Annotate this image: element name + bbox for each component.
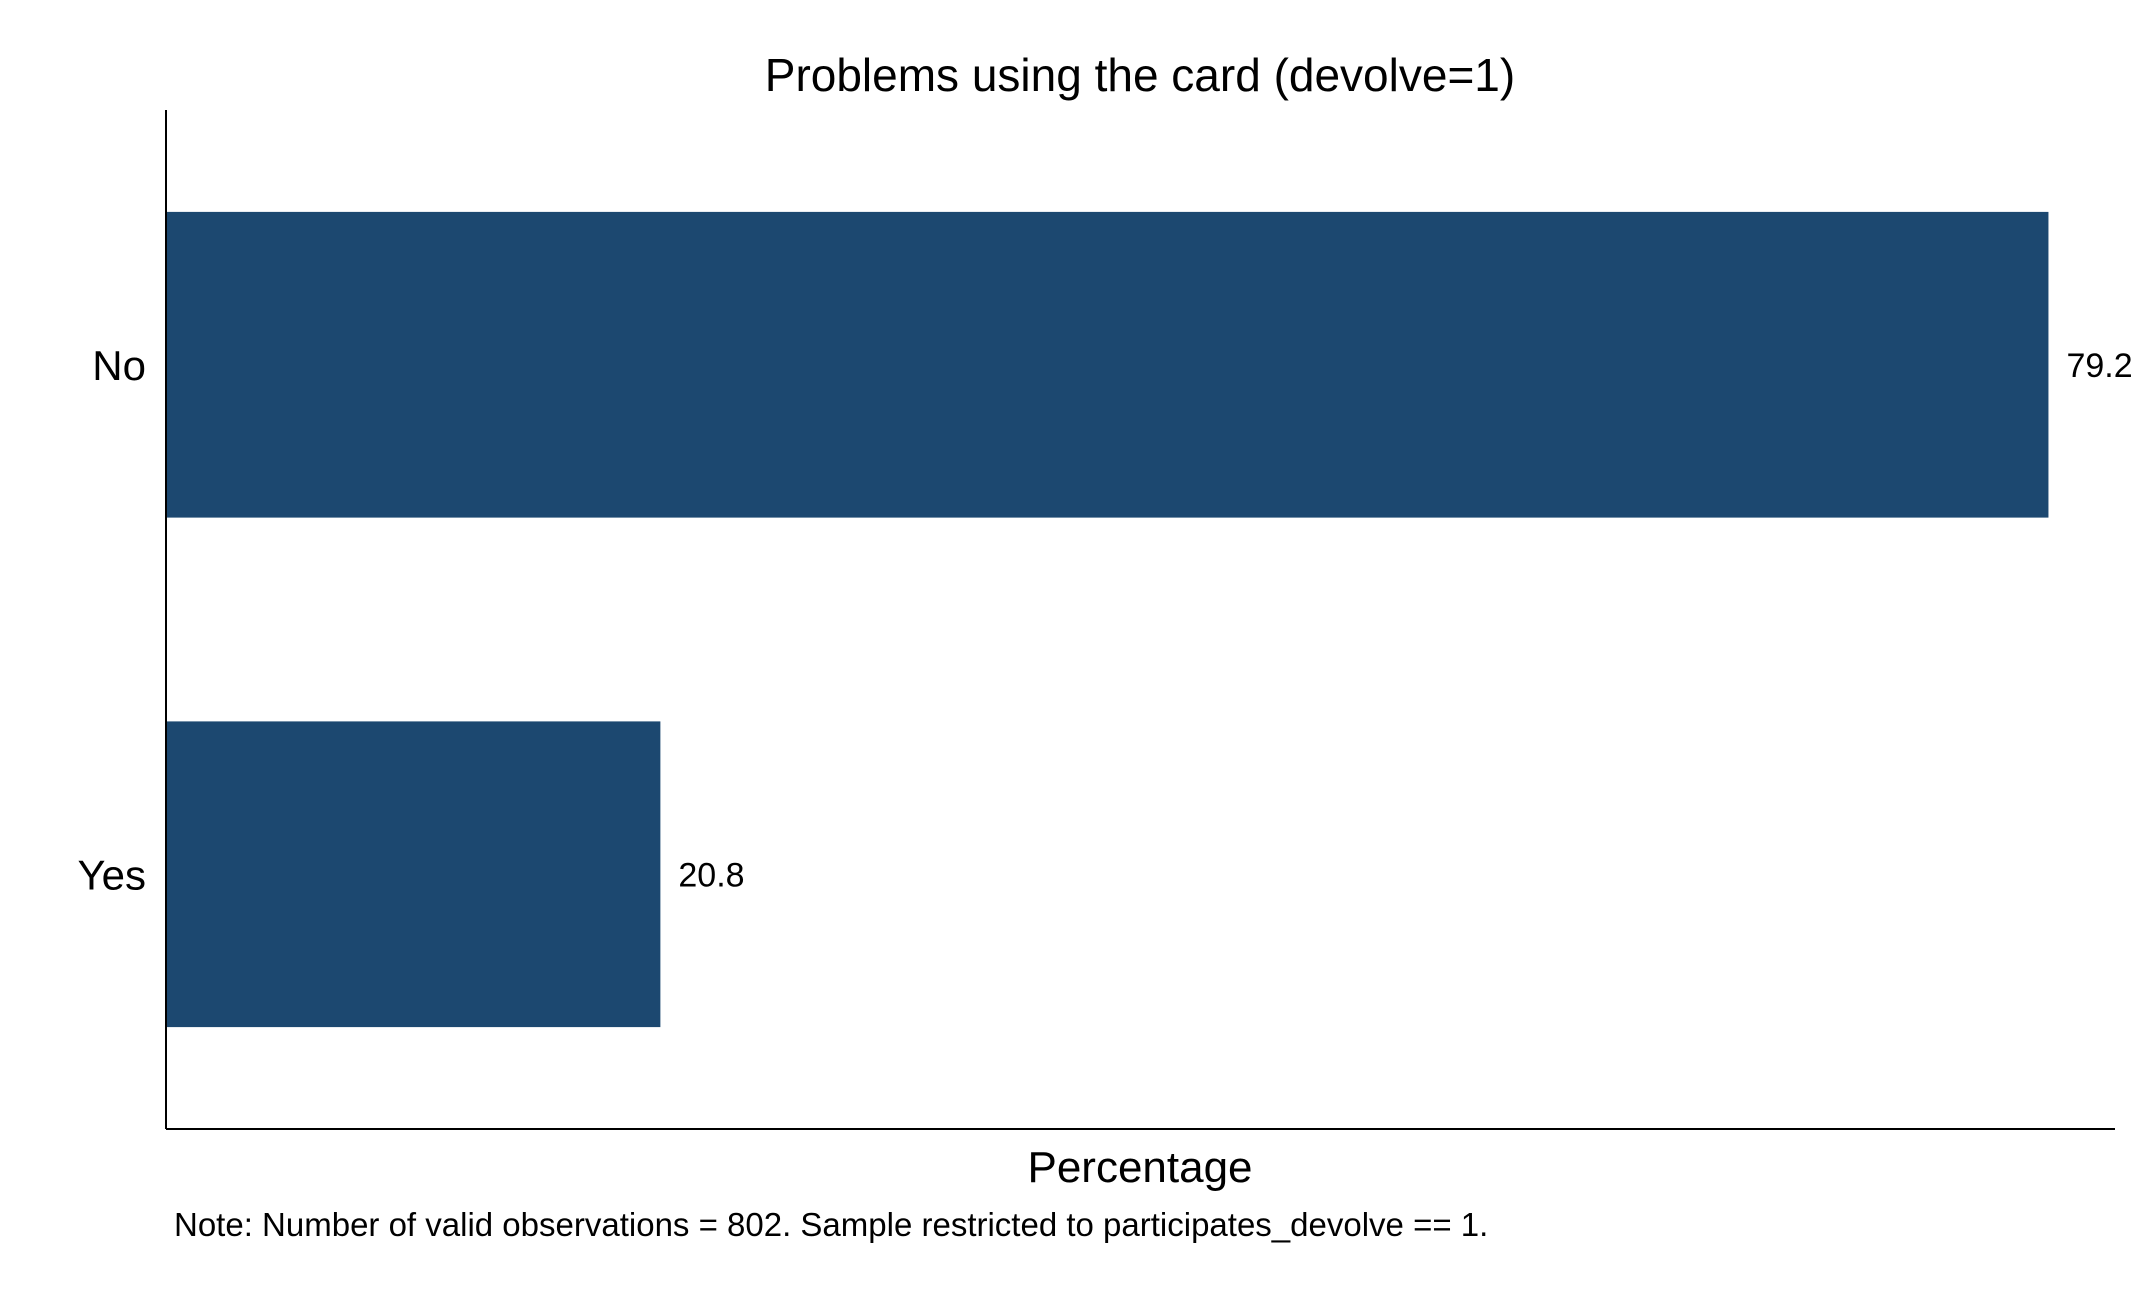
value-label-yes: 20.8 — [678, 856, 744, 894]
bar-yes — [166, 721, 661, 1028]
labels-layer: No 79.2 Yes 20.8 — [77, 342, 2132, 899]
category-label-no: No — [92, 342, 146, 389]
x-axis-title: Percentage — [1027, 1143, 1252, 1192]
value-label-no: 79.2 — [2066, 347, 2132, 385]
chart-title: Problems using the card (devolve=1) — [765, 49, 1515, 101]
category-label-yes: Yes — [77, 851, 146, 898]
bar-no — [166, 211, 2049, 518]
chart-note: Note: Number of valid observations = 802… — [174, 1206, 1488, 1243]
bars-layer — [166, 211, 2049, 1028]
